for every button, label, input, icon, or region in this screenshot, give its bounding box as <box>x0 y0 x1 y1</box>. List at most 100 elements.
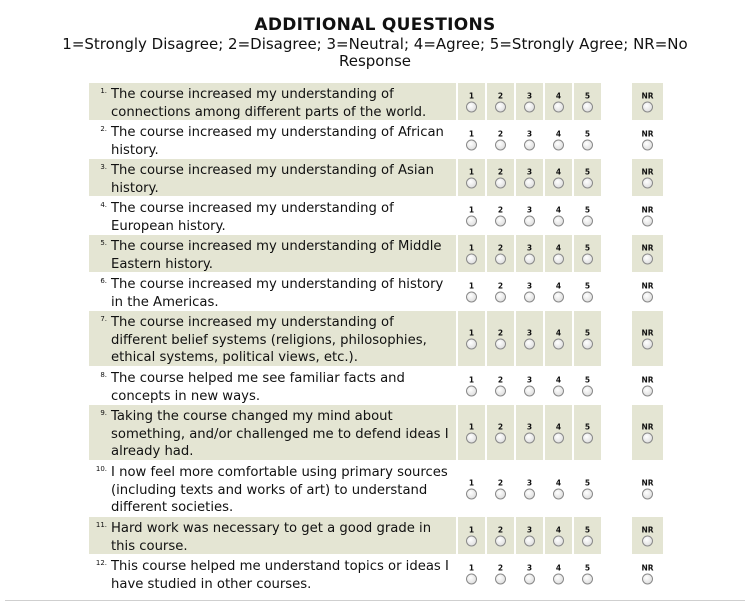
question-number: 3. <box>100 163 107 171</box>
rating-radio-1[interactable] <box>466 338 477 349</box>
rating-radio-3[interactable] <box>524 139 535 150</box>
no-response-radio[interactable] <box>642 101 653 112</box>
rating-radio-3[interactable] <box>524 535 535 546</box>
rating-label: 5 <box>584 422 591 431</box>
rating-radio-5[interactable] <box>582 573 593 584</box>
rating-radio-1[interactable] <box>466 253 477 264</box>
rating-radio-4[interactable] <box>553 177 564 188</box>
rating-label: 4 <box>555 478 562 487</box>
rating-radio-4[interactable] <box>553 215 564 226</box>
rating-radio-3[interactable] <box>524 215 535 226</box>
rating-radio-4[interactable] <box>553 139 564 150</box>
rating-radio-2[interactable] <box>495 291 506 302</box>
rating-radio-2[interactable] <box>495 101 506 112</box>
no-response-radio[interactable] <box>642 535 653 546</box>
rating-radio-4[interactable] <box>553 101 564 112</box>
rating-radio-3[interactable] <box>524 385 535 396</box>
rating-radio-3[interactable] <box>524 101 535 112</box>
rating-radio-4[interactable] <box>553 488 564 499</box>
no-response-radio[interactable] <box>642 291 653 302</box>
rating-radio-4[interactable] <box>553 535 564 546</box>
rating-radio-2[interactable] <box>495 535 506 546</box>
rating-radio-2[interactable] <box>495 177 506 188</box>
rating-option-4: 4 <box>545 461 572 516</box>
rating-label: 4 <box>555 129 562 138</box>
no-response-label: NR <box>641 91 654 100</box>
rating-radio-4[interactable] <box>553 291 564 302</box>
rating-radio-5[interactable] <box>582 338 593 349</box>
question-cell: 10. I now feel more comfortable using pri… <box>89 461 456 516</box>
rating-radio-3[interactable] <box>524 432 535 443</box>
no-response-radio[interactable] <box>642 338 653 349</box>
rating-label: 4 <box>555 563 562 572</box>
rating-label: 1 <box>468 563 475 572</box>
question-row: 4. The course increased my understanding … <box>89 197 663 235</box>
rating-radio-1[interactable] <box>466 291 477 302</box>
rating-radio-1[interactable] <box>466 177 477 188</box>
no-response-radio[interactable] <box>642 139 653 150</box>
rating-option-3: 3 <box>516 159 543 196</box>
rating-option-3: 3 <box>516 197 543 234</box>
rating-radio-3[interactable] <box>524 291 535 302</box>
rating-option-4: 4 <box>545 121 572 158</box>
rating-radio-5[interactable] <box>582 215 593 226</box>
rating-radio-5[interactable] <box>582 432 593 443</box>
no-response-label: NR <box>641 243 654 252</box>
rating-option-4: 4 <box>545 159 572 196</box>
rating-radio-1[interactable] <box>466 432 477 443</box>
rating-option-3: 3 <box>516 83 543 120</box>
rating-radio-1[interactable] <box>466 101 477 112</box>
rating-option-1: 1 <box>458 517 485 554</box>
rating-radio-2[interactable] <box>495 488 506 499</box>
rating-radio-3[interactable] <box>524 573 535 584</box>
no-response-radio[interactable] <box>642 573 653 584</box>
rating-radio-3[interactable] <box>524 177 535 188</box>
no-response-radio[interactable] <box>642 488 653 499</box>
rating-radio-5[interactable] <box>582 253 593 264</box>
rating-radio-1[interactable] <box>466 139 477 150</box>
question-row: 7. The course increased my understanding … <box>89 311 663 367</box>
rating-label: 1 <box>468 91 475 100</box>
rating-radio-5[interactable] <box>582 139 593 150</box>
no-response-radio[interactable] <box>642 385 653 396</box>
rating-radio-5[interactable] <box>582 535 593 546</box>
rating-radio-2[interactable] <box>495 573 506 584</box>
rating-label: 4 <box>555 422 562 431</box>
rating-radio-4[interactable] <box>553 338 564 349</box>
rating-radio-2[interactable] <box>495 215 506 226</box>
rating-option-1: 1 <box>458 555 485 592</box>
rating-radio-1[interactable] <box>466 385 477 396</box>
no-response-radio[interactable] <box>642 432 653 443</box>
rating-radio-4[interactable] <box>553 573 564 584</box>
rating-radio-4[interactable] <box>553 432 564 443</box>
rating-radio-3[interactable] <box>524 338 535 349</box>
rating-radio-1[interactable] <box>466 573 477 584</box>
rating-radio-2[interactable] <box>495 253 506 264</box>
rating-label: 3 <box>526 478 533 487</box>
rating-radio-3[interactable] <box>524 253 535 264</box>
question-row: 3. The course increased my understanding … <box>89 159 663 197</box>
no-response-option: NR <box>632 367 663 404</box>
rating-radio-5[interactable] <box>582 385 593 396</box>
rating-radio-5[interactable] <box>582 291 593 302</box>
rating-radio-5[interactable] <box>582 101 593 112</box>
rating-radio-1[interactable] <box>466 488 477 499</box>
rating-option-1: 1 <box>458 273 485 310</box>
no-response-radio[interactable] <box>642 215 653 226</box>
rating-radio-4[interactable] <box>553 253 564 264</box>
rating-radio-2[interactable] <box>495 139 506 150</box>
rating-radio-5[interactable] <box>582 177 593 188</box>
rating-radio-2[interactable] <box>495 385 506 396</box>
rating-radio-4[interactable] <box>553 385 564 396</box>
rating-radio-2[interactable] <box>495 338 506 349</box>
rating-radio-1[interactable] <box>466 215 477 226</box>
rating-label: 5 <box>584 478 591 487</box>
question-cell: 4. The course increased my understanding … <box>89 197 456 234</box>
no-response-radio[interactable] <box>642 253 653 264</box>
rating-radio-3[interactable] <box>524 488 535 499</box>
rating-radio-2[interactable] <box>495 432 506 443</box>
no-response-radio[interactable] <box>642 177 653 188</box>
rating-radio-5[interactable] <box>582 488 593 499</box>
question-text: The course increased my understanding of… <box>111 277 444 310</box>
rating-radio-1[interactable] <box>466 535 477 546</box>
